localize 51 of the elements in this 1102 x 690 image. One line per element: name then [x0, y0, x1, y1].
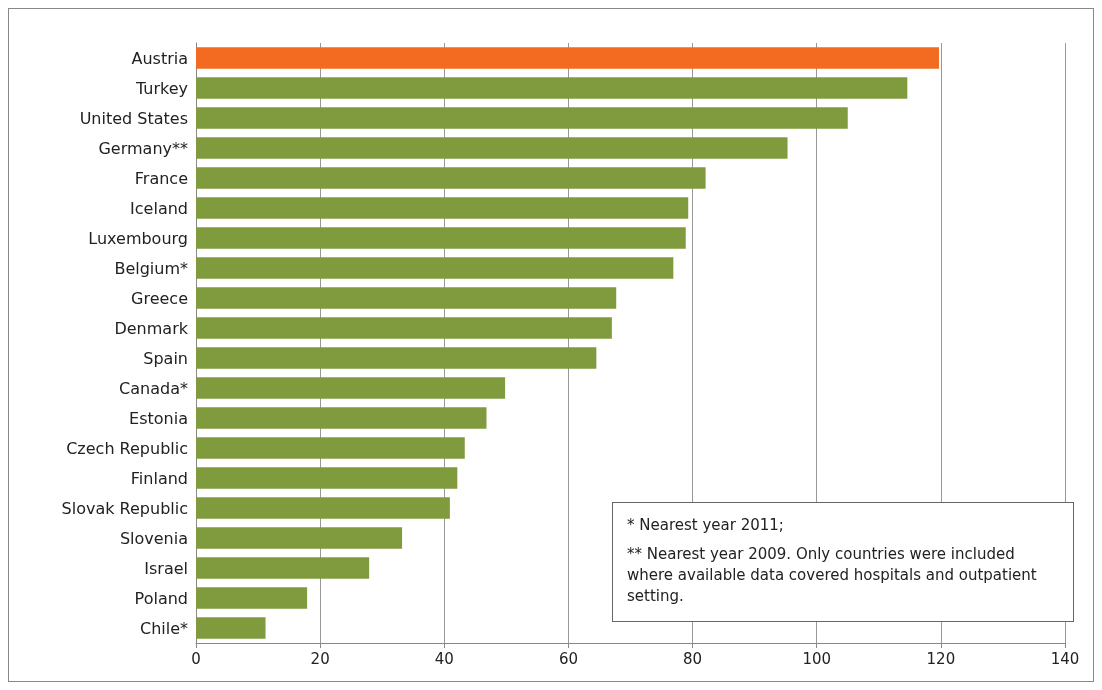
y-tick-label: Poland — [134, 588, 188, 608]
bar — [196, 617, 266, 639]
note-box: * Nearest year 2011; ** Nearest year 2009. Only countries were included where available data covered hospitals and outpatient setting. — [612, 502, 1074, 622]
x-tick-label: 40 — [434, 649, 454, 668]
x-tick-label: 20 — [310, 649, 330, 668]
y-tick-label: Slovak Republic — [61, 498, 188, 518]
bar — [196, 497, 450, 519]
y-tick-label: Germany** — [98, 138, 188, 158]
bar — [196, 167, 706, 189]
y-tick-label: Greece — [131, 288, 188, 308]
y-tick-label: Chile* — [139, 618, 188, 638]
x-tick-label: 80 — [683, 649, 703, 668]
y-tick-label: Austria — [131, 48, 188, 68]
bar — [196, 287, 617, 309]
y-tick-label: Turkey — [134, 78, 188, 98]
y-tick-label: Denmark — [114, 318, 189, 338]
y-tick-label: Finland — [130, 468, 188, 488]
y-tick-label: Estonia — [129, 408, 188, 428]
annotation: * Nearest year 2011; — [627, 515, 785, 536]
y-tick-label: France — [134, 168, 188, 188]
bar — [196, 227, 686, 249]
x-tick-label: 100 — [802, 649, 832, 668]
bar — [196, 347, 597, 369]
annotation: ** Nearest year 2009. Only countries were included where available data covered hospitals and outpatient setting. — [627, 544, 1038, 607]
x-tick-label: 120 — [926, 649, 956, 668]
bar — [196, 47, 939, 69]
x-tick-label: 140 — [1050, 649, 1080, 668]
bar — [196, 407, 487, 429]
bar — [196, 557, 370, 579]
x-tick-label: 0 — [191, 649, 201, 668]
y-tick-label: Spain — [143, 348, 188, 368]
x-tick-label: 60 — [558, 649, 578, 668]
y-tick-label: Iceland — [130, 198, 188, 218]
bar — [196, 77, 908, 99]
bar — [196, 107, 848, 129]
y-tick-label: Belgium* — [114, 258, 188, 278]
bar — [196, 587, 308, 609]
bar — [196, 527, 403, 549]
y-tick-label: Czech Republic — [66, 438, 188, 458]
y-tick-label: Slovenia — [119, 528, 188, 548]
y-tick-label: Canada* — [119, 378, 188, 398]
y-tick-label: Israel — [144, 558, 188, 578]
bar — [196, 437, 465, 459]
bar — [196, 377, 506, 399]
y-tick-label: Luxembourg — [88, 228, 188, 248]
y-tick-label: United States — [79, 108, 188, 128]
bar — [196, 257, 674, 279]
bar — [196, 317, 612, 339]
bar — [196, 197, 689, 219]
bar — [196, 467, 458, 489]
bar — [196, 137, 788, 159]
